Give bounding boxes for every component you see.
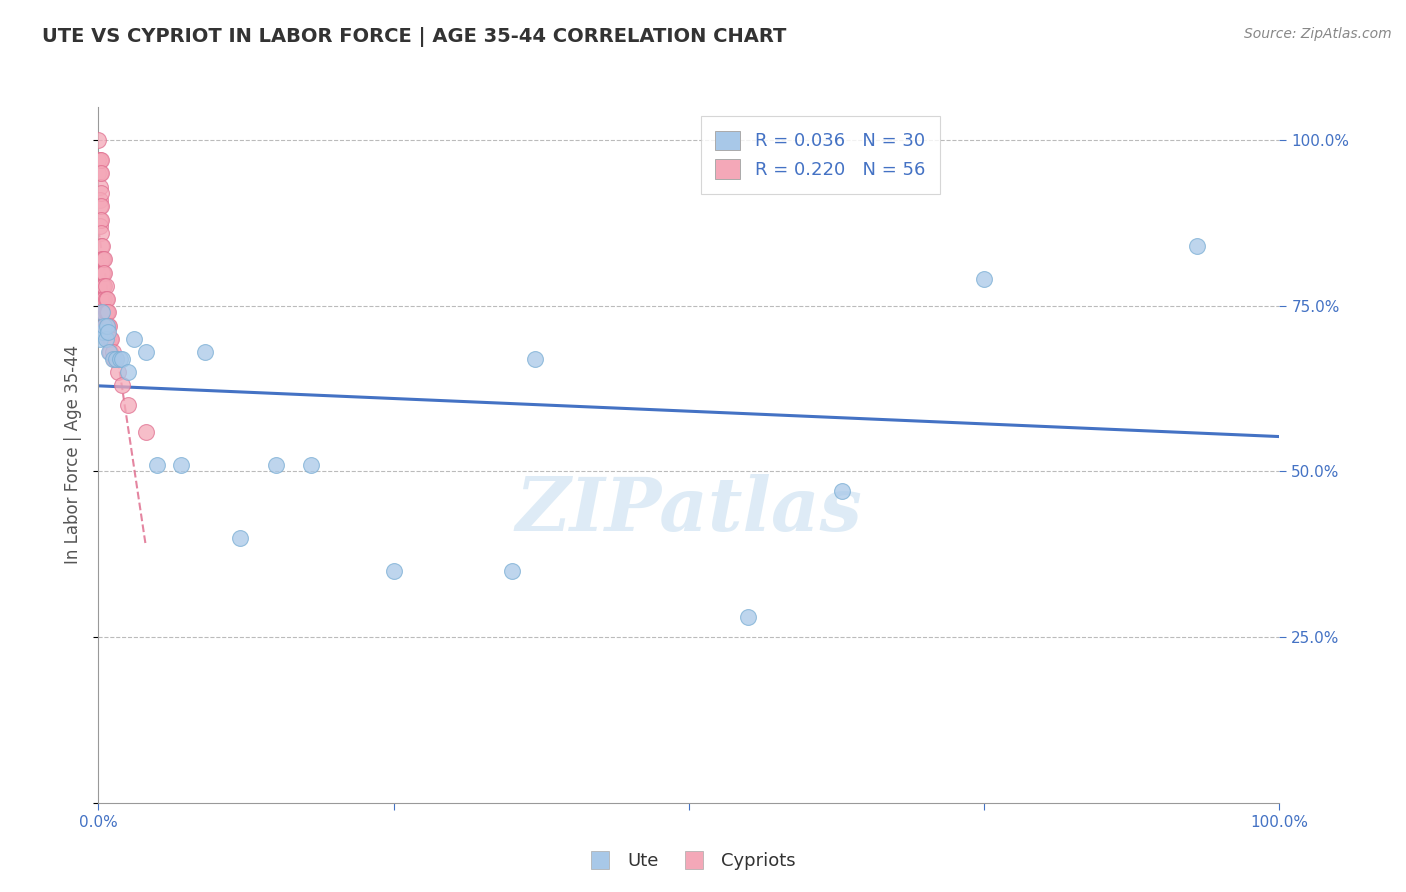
Point: [93, 252, 115, 267]
Text: UTE VS CYPRIOT IN LABOR FORCE | AGE 35-44 CORRELATION CHART: UTE VS CYPRIOT IN LABOR FORCE | AGE 35-4…: [42, 27, 786, 46]
Point: [90, 239, 112, 253]
Point: [382, 564, 405, 578]
Point: [98, 345, 121, 359]
Point: [94, 279, 117, 293]
Point: [1185, 239, 1208, 253]
Point: [170, 458, 193, 472]
Point: [737, 610, 759, 624]
Point: [93, 279, 115, 293]
Point: [89, 332, 111, 346]
Point: [87, 133, 110, 147]
Point: [229, 531, 252, 545]
Point: [93, 318, 115, 333]
Point: [93, 292, 115, 306]
Point: [90, 153, 112, 167]
Point: [107, 365, 129, 379]
Point: [97, 305, 120, 319]
Point: [90, 226, 112, 240]
Point: [96, 305, 118, 319]
Point: [524, 351, 547, 366]
Point: [135, 345, 157, 359]
Point: [89, 199, 111, 213]
Point: [96, 318, 118, 333]
Legend: Ute, Cypriots: Ute, Cypriots: [575, 845, 803, 877]
Point: [90, 252, 112, 267]
Point: [194, 345, 217, 359]
Point: [89, 212, 111, 227]
Point: [96, 318, 118, 333]
Point: [117, 398, 139, 412]
Point: [91, 279, 114, 293]
Point: [94, 332, 117, 346]
Point: [146, 458, 169, 472]
Point: [91, 279, 114, 293]
Point: [90, 199, 112, 213]
Text: ZIPatlas: ZIPatlas: [516, 475, 862, 547]
Point: [98, 332, 121, 346]
Y-axis label: In Labor Force | Age 35-44: In Labor Force | Age 35-44: [65, 345, 83, 565]
Point: [89, 153, 111, 167]
Point: [94, 318, 117, 333]
Point: [105, 351, 128, 366]
Point: [97, 318, 120, 333]
Point: [94, 292, 117, 306]
Point: [117, 365, 139, 379]
Point: [93, 305, 115, 319]
Point: [101, 351, 124, 366]
Point: [299, 458, 322, 472]
Point: [501, 564, 523, 578]
Point: [93, 318, 115, 333]
Point: [100, 332, 122, 346]
Point: [103, 351, 125, 366]
Point: [97, 332, 120, 346]
Point: [90, 212, 112, 227]
Point: [90, 166, 112, 180]
Point: [264, 458, 287, 472]
Point: [90, 186, 112, 201]
Point: [91, 239, 114, 253]
Point: [91, 305, 114, 319]
Text: Source: ZipAtlas.com: Source: ZipAtlas.com: [1244, 27, 1392, 41]
Point: [831, 484, 853, 499]
Point: [91, 252, 114, 267]
Point: [111, 351, 134, 366]
Point: [94, 305, 117, 319]
Point: [97, 326, 120, 340]
Point: [93, 266, 115, 280]
Point: [91, 266, 114, 280]
Point: [122, 332, 145, 346]
Point: [91, 305, 114, 319]
Point: [89, 219, 111, 234]
Point: [91, 292, 114, 306]
Point: [135, 425, 157, 439]
Point: [91, 266, 114, 280]
Point: [89, 179, 111, 194]
Point: [108, 351, 131, 366]
Point: [91, 252, 114, 267]
Point: [101, 345, 124, 359]
Point: [91, 305, 114, 319]
Point: [105, 351, 128, 366]
Point: [87, 153, 110, 167]
Point: [89, 166, 111, 180]
Point: [89, 193, 111, 207]
Point: [973, 272, 995, 286]
Point: [96, 292, 118, 306]
Point: [98, 318, 121, 333]
Point: [111, 378, 134, 392]
Point: [91, 326, 114, 340]
Point: [98, 345, 121, 359]
Point: [87, 166, 110, 180]
Point: [91, 292, 114, 306]
